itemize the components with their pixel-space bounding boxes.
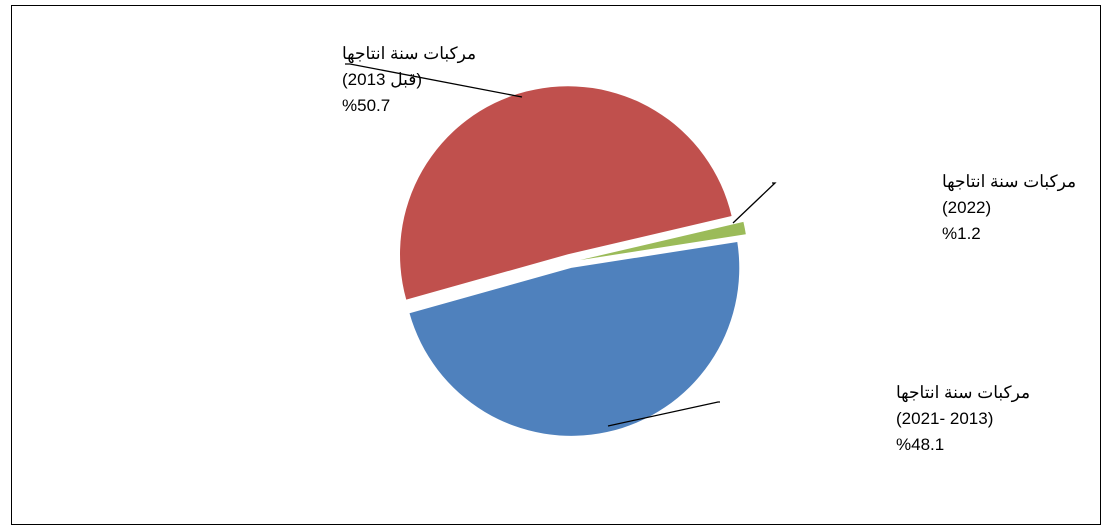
pie-slices [400, 86, 746, 436]
label-before-2013-line2: (قبل 2013) [342, 70, 422, 89]
leader-2013-2021 [607, 401, 720, 427]
label-2022-line2: (2022) [942, 198, 991, 217]
label-2013-2021-line2: (2013 -2021) [896, 409, 993, 428]
slice-2013-2021 [409, 242, 740, 436]
label-2022-value: %1.2 [942, 224, 981, 243]
label-before-2013-line1: مركبات سنة انتاجها [342, 44, 476, 64]
leader-lines [345, 63, 777, 427]
label-before-2013: مركبات سنة انتاجها (قبل 2013) %50.7 [342, 44, 476, 115]
slice-2022 [579, 221, 746, 261]
label-before-2013-value: %50.7 [342, 96, 390, 115]
label-2022: مركبات سنة انتاجها (2022) %1.2 [942, 172, 1076, 243]
leader-2022 [732, 182, 777, 224]
leader-before-2013 [345, 63, 523, 98]
label-2013-2021: مركبات سنة انتاجها (2013 -2021) %48.1 [896, 383, 1030, 454]
slice-before-2013 [400, 86, 732, 300]
label-2022-line1: مركبات سنة انتاجها [942, 172, 1076, 192]
label-2013-2021-value: %48.1 [896, 435, 944, 454]
label-2013-2021-line1: مركبات سنة انتاجها [896, 383, 1030, 403]
